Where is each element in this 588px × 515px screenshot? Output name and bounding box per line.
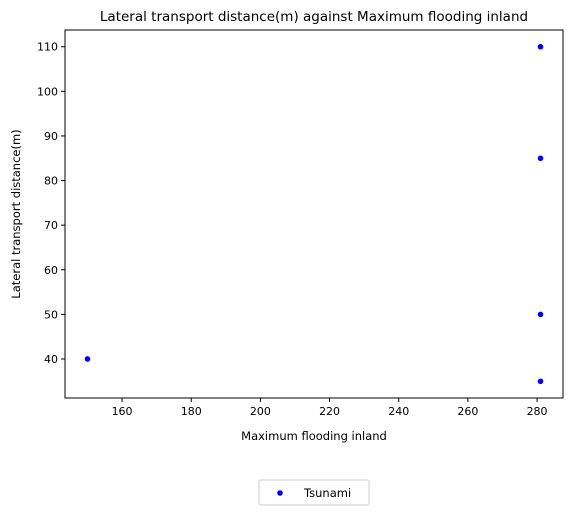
data-point bbox=[537, 155, 544, 162]
chart-title: Lateral transport distance(m) against Ma… bbox=[100, 9, 528, 25]
x-tick-label: 180 bbox=[181, 405, 202, 418]
x-tick-label: 280 bbox=[527, 405, 548, 418]
x-tick-label: 160 bbox=[112, 405, 133, 418]
y-tick-label: 80 bbox=[44, 175, 58, 188]
x-tick-label: 220 bbox=[319, 405, 340, 418]
y-axis: 40 50 60 70 80 90 100 110 bbox=[37, 41, 65, 366]
data-point bbox=[537, 43, 544, 50]
legend: Tsunami bbox=[258, 479, 370, 506]
y-tick-label: 40 bbox=[44, 353, 58, 366]
x-axis: 160 180 200 220 240 260 280 bbox=[112, 398, 548, 418]
x-tick-label: 200 bbox=[250, 405, 271, 418]
data-point bbox=[537, 378, 544, 385]
data-points bbox=[84, 43, 544, 385]
x-axis-label: Maximum flooding inland bbox=[241, 429, 387, 443]
y-tick-label: 50 bbox=[44, 308, 58, 321]
x-tick-label: 260 bbox=[457, 405, 478, 418]
y-tick-label: 110 bbox=[37, 41, 58, 54]
x-tick-label: 240 bbox=[388, 405, 409, 418]
y-tick-label: 70 bbox=[44, 219, 58, 232]
legend-marker bbox=[277, 490, 283, 496]
y-axis-label: Lateral transport distance(m) bbox=[9, 129, 23, 298]
legend-entry-tsunami: Tsunami bbox=[303, 486, 351, 500]
plot-area bbox=[64, 29, 564, 399]
data-point bbox=[537, 311, 544, 318]
legend-box bbox=[258, 479, 370, 506]
y-tick-label: 60 bbox=[44, 264, 58, 277]
data-point bbox=[84, 356, 91, 362]
y-tick-label: 90 bbox=[44, 130, 58, 143]
y-tick-label: 100 bbox=[37, 85, 58, 98]
